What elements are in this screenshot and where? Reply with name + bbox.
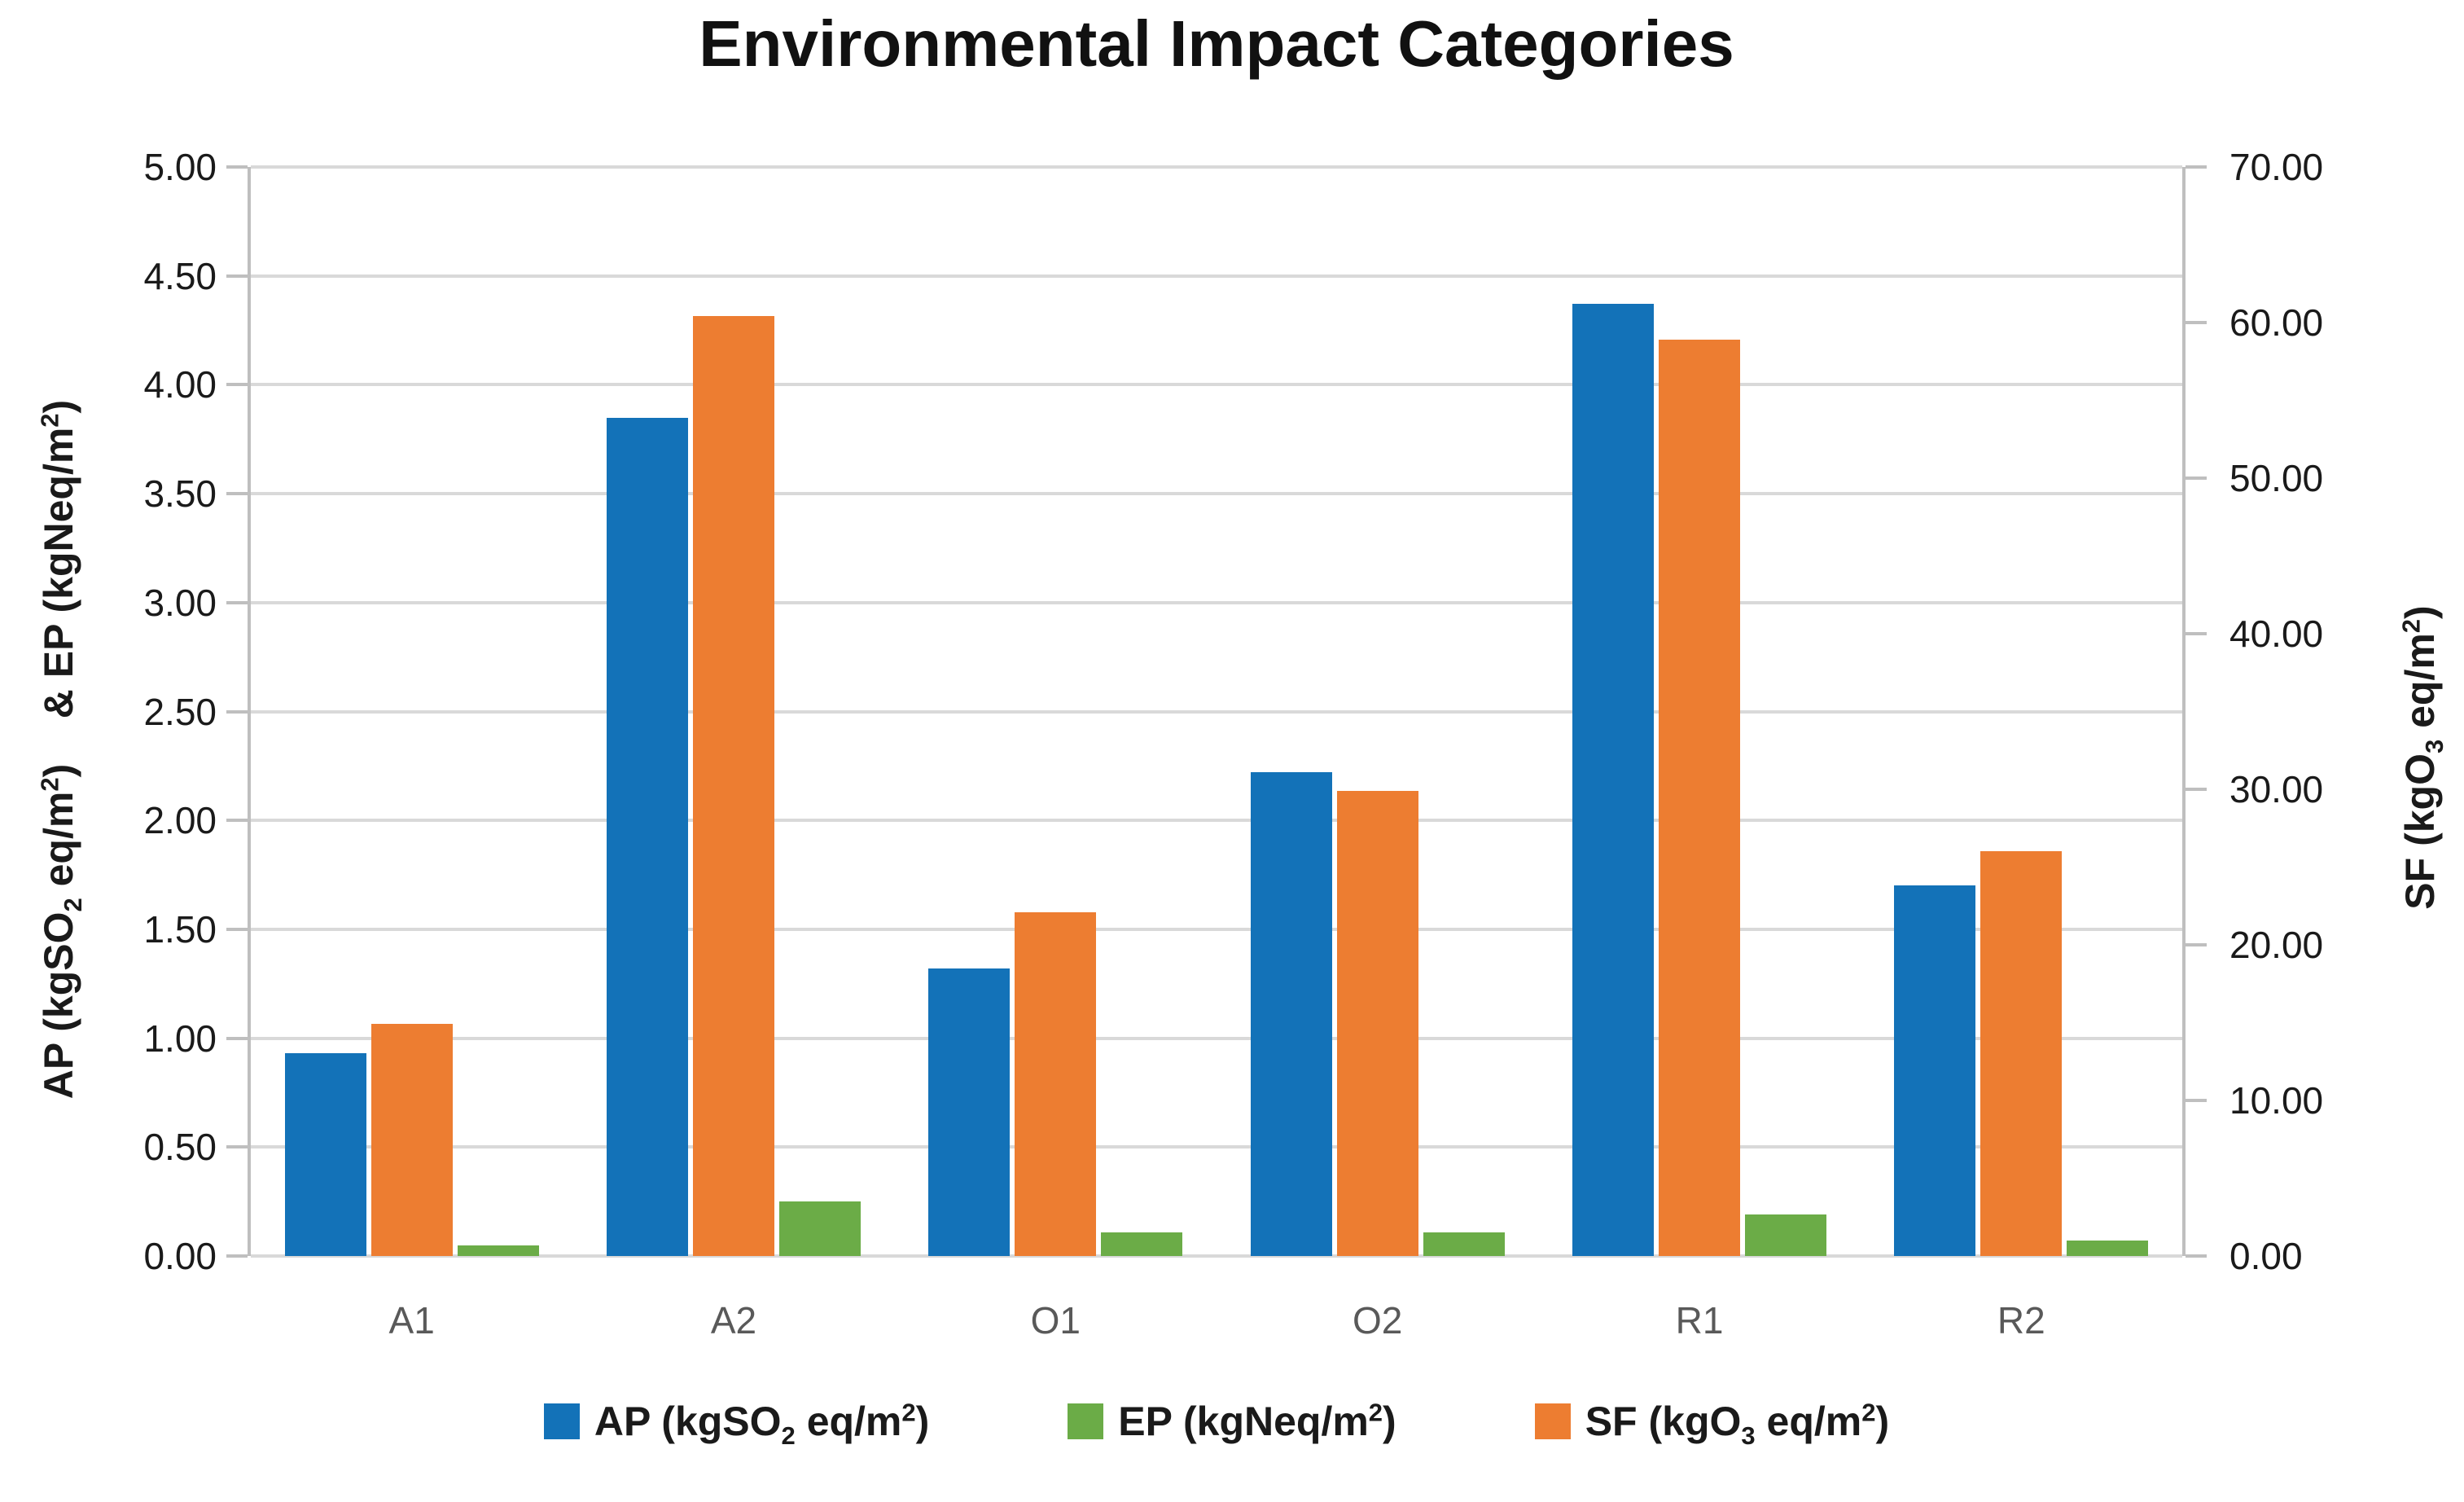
right-axis-tick-label: 50.00 [2229, 457, 2324, 499]
legend-label-ap: AP (kgSO2 eq/m2) [594, 1398, 930, 1450]
x-axis-label-a1: A1 [388, 1299, 435, 1342]
x-axis-label-o1: O1 [1030, 1299, 1081, 1342]
left-axis-tick-label: 5.00 [143, 146, 217, 188]
right-axis-line [2182, 167, 2186, 1256]
x-axis-label-a2: A2 [710, 1299, 757, 1342]
right-axis-tick [2186, 632, 2207, 635]
left-axis-tick [226, 927, 248, 931]
bar-sf-o2 [1336, 790, 1418, 1256]
right-axis-tick [2186, 1254, 2207, 1258]
right-axis-tick-label: 40.00 [2229, 613, 2324, 655]
left-axis-tick [226, 1145, 248, 1149]
left-axis-title: AP (kgSO2 eq/m2) & EP (kgNeq/m2) [35, 399, 87, 1100]
bar-ap-o2 [1250, 772, 1332, 1256]
right-axis-tick [2186, 943, 2207, 946]
x-axis-label-r1: R1 [1675, 1299, 1724, 1342]
bar-sf-a1 [370, 1024, 453, 1256]
right-axis-tick-label: 20.00 [2229, 924, 2324, 966]
bar-ap-o1 [928, 968, 1011, 1256]
left-axis-tick [226, 1254, 248, 1258]
x-axis-label-r2: R2 [1997, 1299, 2045, 1342]
right-axis-tick [2186, 788, 2207, 791]
bar-ep-o1 [1101, 1232, 1183, 1256]
bar-ep-r1 [1745, 1214, 1826, 1256]
legend: AP (kgSO2 eq/m2) EP (kgNeq/m2) SF (kgO3 eq… [251, 1398, 2182, 1450]
gridline [251, 819, 2182, 823]
bar-sf-o1 [1015, 911, 1097, 1256]
legend-swatch-ap [543, 1403, 580, 1439]
x-axis-label-o2: O2 [1352, 1299, 1403, 1342]
left-axis-tick [226, 492, 248, 496]
bar-ap-a1 [284, 1053, 366, 1256]
right-axis-tick [2186, 165, 2207, 169]
legend-item-ep: EP (kgNeq/m2) [1068, 1398, 1396, 1445]
left-axis-tick [226, 383, 248, 387]
left-axis-tick-label: 3.00 [143, 581, 217, 624]
left-axis-tick [226, 819, 248, 823]
left-axis-tick-label: 2.00 [143, 799, 217, 842]
left-axis-tick-label: 3.50 [143, 472, 217, 516]
bar-ep-o2 [1423, 1232, 1505, 1256]
left-axis-tick-label: 2.50 [143, 690, 217, 733]
right-axis-tick [2186, 1099, 2207, 1102]
right-axis-title: SF (kgO3 eq/m2) [2396, 605, 2449, 910]
right-axis-tick-label: 10.00 [2229, 1079, 2324, 1122]
legend-label-sf: SF (kgO3 eq/m2) [1585, 1398, 1890, 1450]
bar-ep-a2 [779, 1201, 861, 1256]
bar-ep-r2 [2067, 1241, 2149, 1256]
bar-ap-a2 [607, 417, 688, 1256]
bar-ap-r2 [1894, 885, 1976, 1256]
gridline [251, 927, 2182, 931]
chart-title: Environmental Impact Categories [699, 7, 1734, 80]
bar-sf-a2 [693, 316, 774, 1256]
gridline [251, 709, 2182, 714]
legend-item-ap: AP (kgSO2 eq/m2) [543, 1398, 930, 1450]
gridline [251, 1254, 2182, 1258]
left-axis-tick [226, 600, 248, 604]
left-axis-tick-label: 4.00 [143, 363, 217, 406]
left-axis-tick [226, 165, 248, 169]
gridline [251, 274, 2182, 278]
right-axis-tick-label: 30.00 [2229, 768, 2324, 810]
right-axis-tick-label: 0.00 [2229, 1235, 2303, 1277]
right-axis-tick-label: 60.00 [2229, 301, 2324, 344]
bar-sf-r1 [1659, 340, 1740, 1256]
left-axis-tick-label: 0.50 [143, 1126, 217, 1169]
legend-swatch-sf [1534, 1403, 1571, 1439]
left-axis-tick-label: 1.00 [143, 1017, 217, 1060]
gridline [251, 165, 2182, 169]
left-axis-tick [226, 709, 248, 714]
legend-label-ep: EP (kgNeq/m2) [1118, 1398, 1396, 1444]
legend-item-sf: SF (kgO3 eq/m2) [1534, 1398, 1890, 1450]
left-axis-line [248, 167, 251, 1256]
legend-swatch-ep [1068, 1403, 1104, 1439]
right-axis-tick [2186, 477, 2207, 480]
left-axis-tick-label: 1.50 [143, 907, 217, 951]
left-axis-tick-label: 0.00 [143, 1235, 217, 1277]
gridline [251, 492, 2182, 496]
left-axis-tick [226, 274, 248, 278]
plot-area [248, 165, 2186, 1258]
gridline [251, 1036, 2182, 1040]
bar-ep-a1 [457, 1245, 539, 1256]
gridline [251, 383, 2182, 387]
bar-sf-r2 [1980, 851, 2063, 1256]
right-axis-tick-label: 70.00 [2229, 146, 2324, 188]
right-axis-tick [2186, 321, 2207, 324]
bar-ap-r1 [1572, 304, 1654, 1256]
left-axis-tick-label: 4.50 [143, 254, 217, 297]
gridline [251, 1145, 2182, 1149]
gridline [251, 600, 2182, 604]
left-axis-tick [226, 1036, 248, 1040]
